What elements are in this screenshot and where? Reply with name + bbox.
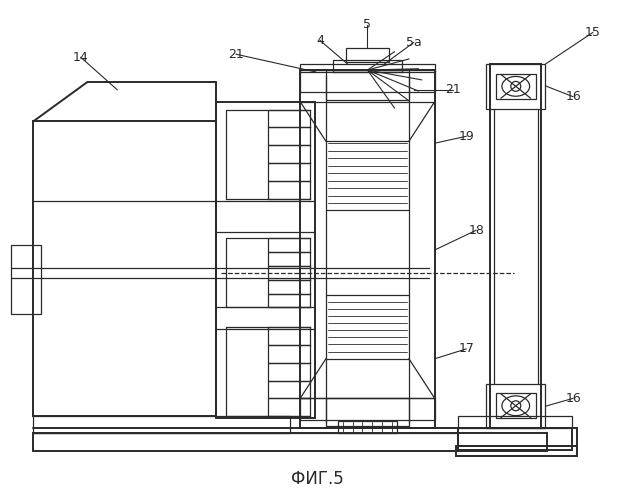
Bar: [216, 102, 315, 418]
Text: 16: 16: [566, 90, 581, 103]
Bar: [458, 428, 572, 450]
Text: 5: 5: [363, 18, 372, 31]
Bar: [300, 398, 435, 420]
Text: 4: 4: [316, 34, 324, 47]
Text: 17: 17: [458, 342, 474, 355]
Bar: [333, 60, 402, 72]
Text: 14: 14: [73, 50, 89, 64]
Text: 21: 21: [446, 84, 462, 96]
Bar: [33, 416, 290, 433]
Bar: [33, 433, 547, 450]
Bar: [326, 398, 409, 426]
Bar: [346, 48, 389, 62]
Text: ФИГ.5: ФИГ.5: [290, 470, 344, 488]
Bar: [486, 384, 545, 428]
Bar: [496, 394, 536, 418]
Text: 18: 18: [469, 224, 484, 236]
Bar: [326, 70, 409, 100]
Bar: [486, 64, 545, 108]
Text: 19: 19: [458, 130, 474, 143]
Text: 15: 15: [585, 26, 601, 39]
Bar: [458, 416, 572, 428]
Bar: [496, 74, 536, 98]
Bar: [300, 70, 435, 92]
Text: 16: 16: [566, 392, 581, 405]
Bar: [458, 428, 577, 446]
Bar: [456, 446, 577, 456]
Text: 5a: 5a: [406, 36, 422, 49]
Bar: [300, 70, 435, 428]
Bar: [490, 64, 541, 428]
Text: 21: 21: [228, 48, 244, 60]
Bar: [300, 64, 435, 72]
Bar: [338, 421, 397, 433]
Bar: [11, 245, 41, 314]
Bar: [33, 122, 216, 416]
